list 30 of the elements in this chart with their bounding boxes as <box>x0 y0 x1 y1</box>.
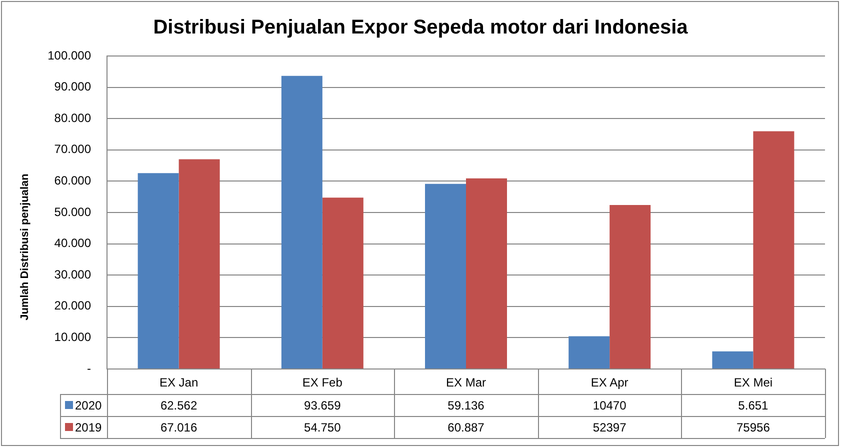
y-tick-label: 80.000 <box>54 110 92 125</box>
x-tick-label: EX Jan <box>159 376 198 390</box>
x-tick-label: EX Mei <box>734 376 773 390</box>
x-tick-label: EX Apr <box>590 376 628 390</box>
data-label: 75956 <box>736 420 770 434</box>
data-label: 67.016 <box>160 420 198 434</box>
y-tick-label: 60.000 <box>54 174 92 188</box>
y-tick-label: 20.000 <box>54 298 92 313</box>
legend-label: 2019 <box>75 420 102 434</box>
y-tick-label: 90.000 <box>54 80 92 94</box>
data-label: 59.136 <box>448 398 485 412</box>
data-label: 5.651 <box>738 398 769 412</box>
data-label: 93.659 <box>304 398 342 412</box>
x-tick-label: EX Feb <box>302 376 343 390</box>
y-tick-label: 40.000 <box>54 236 92 250</box>
y-tick-label: - <box>87 361 91 376</box>
y-tick-label: 100.000 <box>48 48 92 62</box>
y-axis-title: Jumlah Distribusi penjualan <box>19 173 32 320</box>
y-tick-label: 70.000 <box>54 142 92 156</box>
data-label: 62.562 <box>160 398 198 412</box>
y-tick-label: 10.000 <box>54 330 92 344</box>
y-tick-label: 30.000 <box>54 267 92 282</box>
x-tick-label: EX Mar <box>446 376 486 390</box>
chart-title: Distribusi Penjualan Expor Sepeda motor dari Indonesia <box>153 16 689 39</box>
data-label: 10470 <box>592 398 627 412</box>
data-label: 54.750 <box>304 420 342 434</box>
y-tick-label: 50.000 <box>54 204 92 219</box>
data-label: 52397 <box>592 420 627 434</box>
legend-label: 2020 <box>75 398 102 412</box>
data-label: 60.887 <box>448 420 485 434</box>
